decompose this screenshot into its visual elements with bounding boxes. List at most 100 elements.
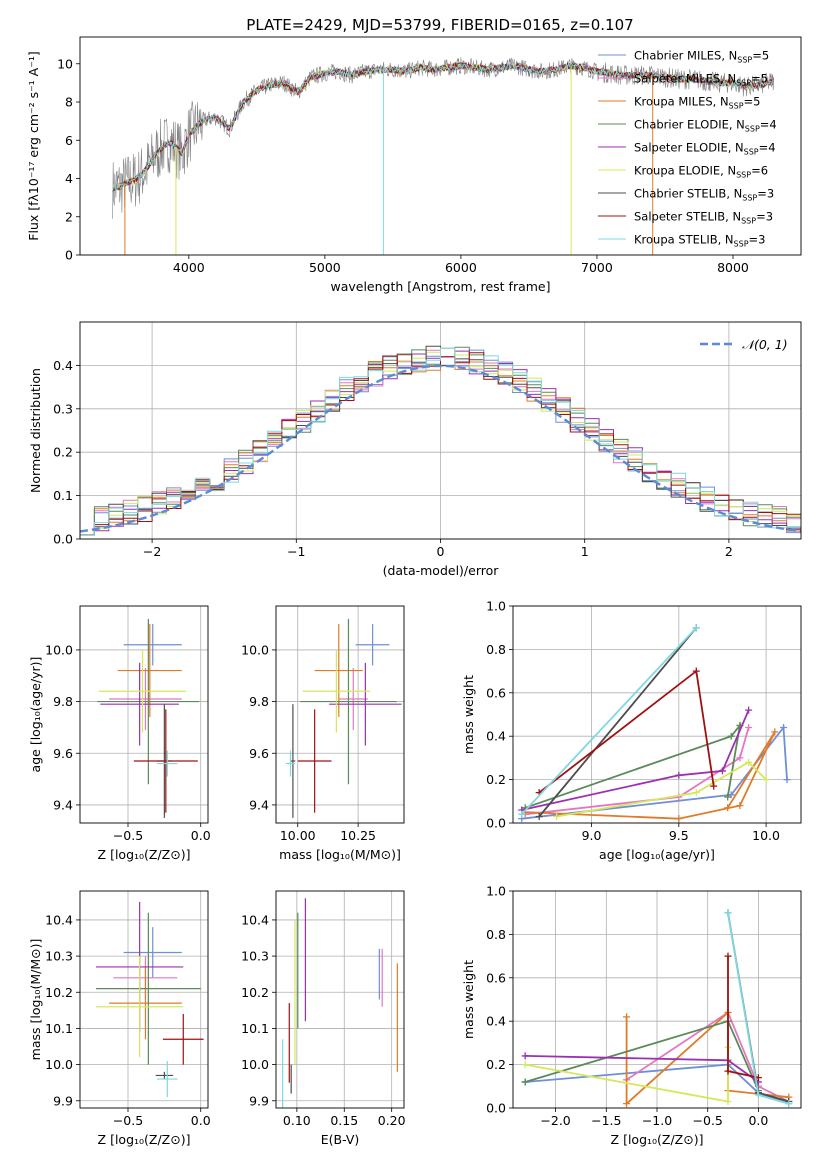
- x-tick-label: 0.0: [748, 1113, 768, 1128]
- weight-marker: [762, 776, 770, 784]
- x-tick-label: −1: [287, 544, 305, 559]
- legend: Chabrier MILES, NSSP=5 Salpeter MILES, NS…: [598, 49, 777, 249]
- x-tick-label: −1.0: [642, 1113, 672, 1128]
- y-tick-label: 0.2: [486, 772, 506, 787]
- axes-frame: [275, 890, 405, 1109]
- weight-marker: [724, 952, 732, 960]
- plot-area: [97, 618, 200, 818]
- errorbar-salpeter-elodie: [100, 662, 179, 746]
- y-axis-label: mass [log₁₀(M/M⊙)]: [28, 939, 43, 1061]
- x-tick-label: 5000: [309, 260, 341, 275]
- y-axis-label: age [log₁₀(age/yr)]: [28, 657, 43, 773]
- y-tick-label: 9.9: [53, 1093, 73, 1108]
- x-tick-label: −1.5: [591, 1113, 621, 1128]
- plot-area: [96, 901, 204, 1098]
- weight-line: [521, 725, 788, 820]
- y-tick-label: 10.4: [45, 912, 73, 927]
- x-tick-label: 1: [581, 544, 589, 559]
- weight-series-chabrier-stelib: [535, 624, 700, 820]
- weight-line: [626, 1011, 790, 1103]
- weight-line: [727, 956, 759, 1079]
- x-axis-label: Z [log₁₀(Z/Z⊙)]: [98, 847, 191, 862]
- weight-marker: [736, 802, 744, 810]
- weight-marker: [521, 1078, 529, 1086]
- weight-line: [521, 627, 697, 815]
- legend-label-chabrier-miles: Chabrier MILES, NSSP=5: [634, 49, 769, 65]
- y-tick-label: 4: [65, 171, 73, 186]
- weight-series-kroupa-stelib: [518, 624, 700, 818]
- weight-marker: [675, 793, 683, 801]
- y-axis-label: Flux [fλ10⁻¹⁷ erg cm⁻² s⁻¹ A⁻¹]: [26, 51, 41, 240]
- legend-label-kroupa-miles: Kroupa MILES, NSSP=5: [634, 95, 760, 111]
- legend-label-chabrier-stelib: Chabrier STELIB, NSSP=3: [634, 187, 774, 203]
- errorbar-salpeter-stelib: [162, 1013, 204, 1065]
- errorbar-salpeter-elodie: [329, 662, 402, 746]
- panel-residuals: −2 −1 0 1 2 0.0 0.1 0.2 0.3 0.4 (data-model)/error…: [28, 321, 802, 578]
- plot-area: [521, 909, 793, 1108]
- y-tick-label: 0.0: [53, 532, 73, 547]
- x-tick-label: −2: [143, 544, 161, 559]
- y-tick-label: 0.3: [53, 401, 73, 416]
- x-tick-label: 4000: [173, 260, 205, 275]
- weight-line: [538, 627, 697, 818]
- x-axis-label: E(B-V): [321, 1132, 360, 1147]
- y-tick-label: 6: [65, 133, 73, 148]
- weight-marker: [736, 754, 744, 762]
- weight-line: [521, 709, 750, 811]
- weight-marker: [623, 1013, 631, 1021]
- y-tick-label: 0.4: [53, 358, 73, 373]
- weight-marker: [675, 771, 683, 779]
- y-tick-label: 10.0: [45, 1057, 73, 1072]
- y-tick-label: 0.0: [486, 816, 506, 831]
- panel-mass-age: 10.00 10.25 9.4 9.6 9.8 10.0 mass [log₁₀(M/M⊙)…: [241, 605, 405, 862]
- y-tick-label: 0.0: [486, 1101, 506, 1116]
- weight-line: [525, 727, 750, 816]
- y-tick-label: 0.2: [53, 445, 73, 460]
- weight-marker: [724, 793, 732, 801]
- errorbar-kroupa-elodie: [98, 649, 187, 733]
- legend-label-kroupa-elodie: Kroupa ELODIE, NSSP=6: [634, 164, 768, 180]
- x-axis-label: (data-model)/error: [383, 563, 500, 578]
- weight-line: [556, 761, 767, 818]
- y-tick-label: 10.0: [45, 642, 73, 657]
- panel-z-weight: −2.0 −1.5 −1.0 −0.5 0.0 0.0 0.2 0.4 0.6 0.8 1.0 Z […: [461, 884, 802, 1147]
- y-tick-label: 10.2: [45, 985, 73, 1000]
- x-tick-label: 9.5: [669, 828, 689, 843]
- errorbar-salpeter-stelib: [133, 709, 198, 813]
- y-tick-label: 10.1: [45, 1021, 73, 1036]
- errorbar-salpeter-miles: [338, 668, 368, 730]
- errorbar-kroupa-miles: [117, 624, 182, 718]
- weight-series-salpeter-miles: [521, 724, 753, 818]
- panel-ebv-mass: 0.10 0.15 0.20 9.9 10.0 10.1 10.2 10.3 10.4 E(B-V…: [241, 890, 406, 1147]
- errorbar-kroupa-stelib: [157, 750, 178, 777]
- errorbar-chabrier-stelib: [290, 704, 296, 818]
- y-tick-label: 10.2: [241, 985, 269, 1000]
- weight-marker: [771, 728, 779, 736]
- weight-marker: [518, 810, 526, 818]
- y-tick-label: 0.8: [486, 642, 506, 657]
- axes-frame: [79, 605, 209, 824]
- y-tick-label: 2: [65, 209, 73, 224]
- x-tick-label: 7000: [581, 260, 613, 275]
- y-axis-label: mass weight: [461, 675, 476, 754]
- y-tick-label: 1.0: [486, 599, 506, 614]
- y-tick-label: 1.0: [486, 884, 506, 899]
- weight-marker: [692, 667, 700, 675]
- weight-marker: [745, 758, 753, 766]
- legend-label-chabrier-elodie: Chabrier ELODIE, NSSP=4: [634, 118, 777, 134]
- x-tick-label: 9.0: [582, 828, 602, 843]
- x-tick-label: 0.0: [191, 828, 211, 843]
- y-tick-label: 9.6: [249, 746, 269, 761]
- weight-series-kroupa-stelib: [724, 909, 793, 1108]
- y-tick-label: 0.4: [486, 1014, 506, 1029]
- plot-area: [518, 624, 791, 823]
- errorbar-kroupa-elodie: [96, 956, 184, 1058]
- y-tick-label: 0.8: [486, 927, 506, 942]
- y-tick-label: 0: [65, 248, 73, 263]
- errorbar-kroupa-stelib: [285, 750, 296, 777]
- x-tick-label: 10.0: [752, 828, 780, 843]
- errorbar-chabrier-miles: [123, 624, 182, 666]
- weight-series-kroupa-elodie: [553, 758, 770, 820]
- x-axis-label: age [log₁₀(age/yr)]: [599, 847, 715, 862]
